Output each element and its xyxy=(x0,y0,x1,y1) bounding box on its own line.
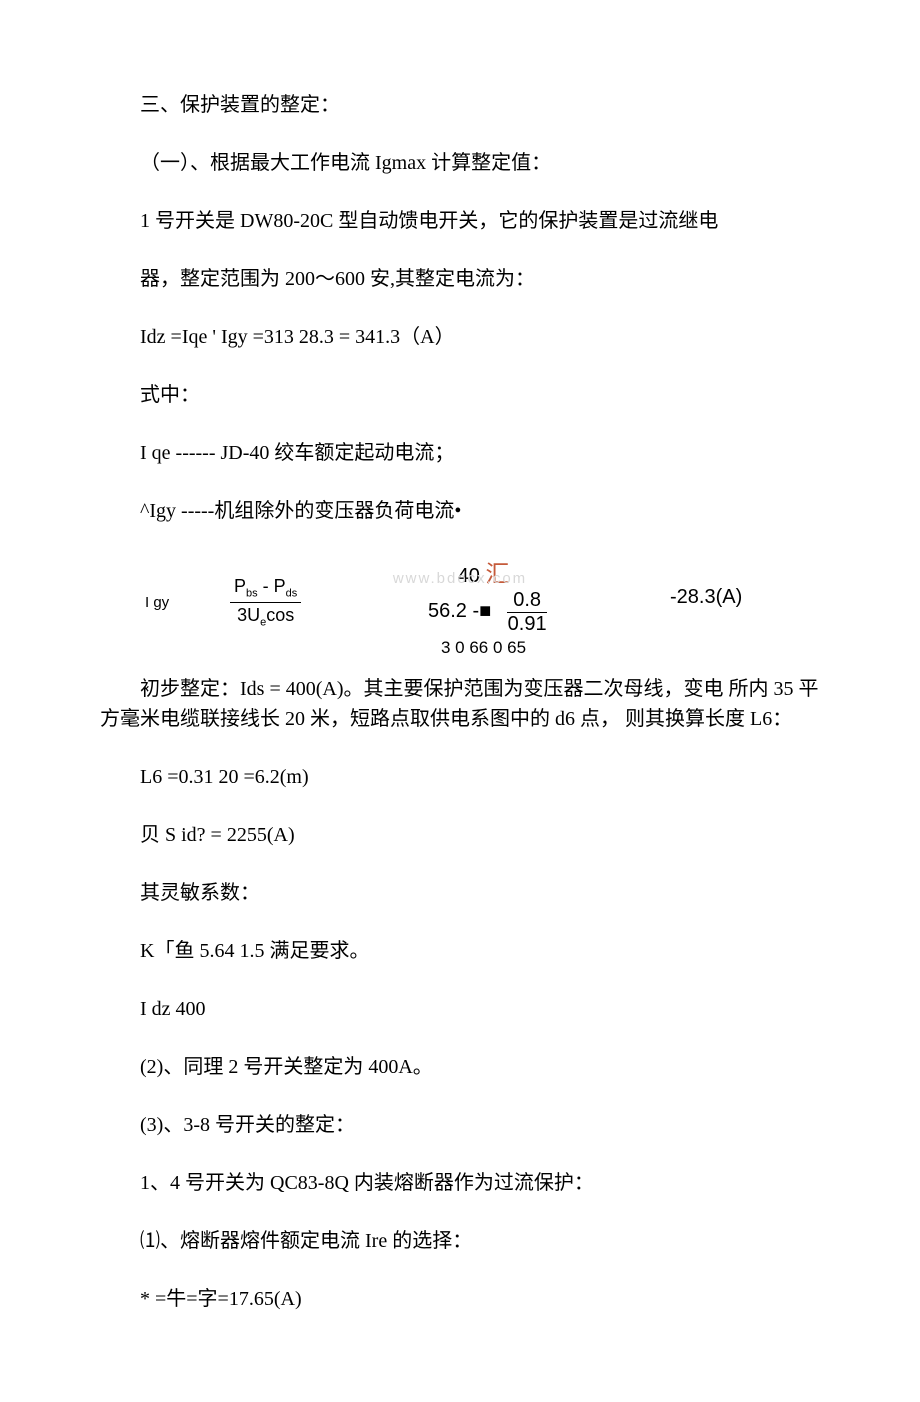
formula-bottom-row: 3 0 66 0 65 xyxy=(420,638,547,658)
label-where: 式中： xyxy=(100,380,820,410)
num-562-pre: 56.2 -■ xyxy=(420,600,499,625)
formula-igy-label: I gy xyxy=(145,594,169,611)
formula-igy: I gy Pbs - Pds 3Uecos 40 汇 56.2 -■ 0.8 0… xyxy=(100,554,820,654)
paragraph-initial-setting: 初步整定：Ids = 400(A)。其主要保护范围为变压器二次母线，变电 所内 … xyxy=(100,674,820,734)
sym-p1: P xyxy=(234,576,246,596)
paragraph-switch1: 1 号开关是 DW80-20C 型自动馈电开关，它的保护装置是过流继电 xyxy=(100,206,820,236)
equation-idz: Idz =Iqe ' Igy =313 28.3 = 341.3（A） xyxy=(100,322,820,352)
equation-ire: * =牛=字=17.65(A) xyxy=(100,1284,820,1314)
paragraph-switch2: (2)、同理 2 号开关整定为 400A。 xyxy=(100,1052,820,1082)
paragraph-initial-setting-text: 初步整定：Ids = 400(A)。其主要保护范围为变压器二次母线，变电 所内 … xyxy=(100,674,820,734)
formula-mid-right: 0.8 0.91 xyxy=(507,589,547,636)
sym-bs: bs xyxy=(246,588,258,600)
equation-sid: 贝 S id? = 2255(A) xyxy=(100,820,820,850)
definition-iqe: I qe ------ JD-40 绞车额定起动电流； xyxy=(100,438,820,468)
paragraph-switch1-line1: 1 号开关是 DW80-20C 型自动馈电开关，它的保护装置是过流继电 xyxy=(100,206,820,236)
sym-3u: 3U xyxy=(237,605,260,625)
formula-fraction-1: Pbs - Pds 3Uecos xyxy=(230,576,301,628)
equation-l6: L6 =0.31 20 =6.2(m) xyxy=(100,762,820,792)
heading-subsection-1: （一）、根据最大工作电流 Igmax 计算整定值： xyxy=(100,148,820,178)
formula-fraction-2: 40 汇 56.2 -■ 0.8 0.91 3 0 66 0 65 xyxy=(420,554,547,658)
paragraph-fuse-selection: ⑴、熔断器熔件额定电流 Ire 的选择： xyxy=(100,1226,820,1256)
num-08: 0.8 xyxy=(507,589,547,613)
sym-cos: cos xyxy=(266,605,294,625)
formula-mid-left: 56.2 -■ xyxy=(420,600,499,625)
heading-section-3: 三、保护装置的整定： xyxy=(100,90,820,120)
paragraph-switch3-8: (3)、3-8 号开关的整定： xyxy=(100,1110,820,1140)
sym-ds: ds xyxy=(286,588,298,600)
label-sensitivity: 其灵敏系数： xyxy=(100,878,820,908)
formula-top-row: 40 汇 xyxy=(420,554,547,589)
paragraph-switch1-line2: 器，整定范围为 200～600 安,其整定电流为： xyxy=(100,264,820,294)
sym-minus: - xyxy=(258,576,274,596)
sym-p2: P xyxy=(274,576,286,596)
definition-igy: ^Igy -----机组除外的变压器负荷电流• xyxy=(100,496,820,526)
num-40: 40 xyxy=(458,565,486,587)
char-hui: 汇 xyxy=(485,562,509,588)
formula-mid-rows: 56.2 -■ 0.8 0.91 xyxy=(420,589,547,636)
formula-frac1-denominator: 3Uecos xyxy=(230,603,301,629)
num-091: 0.91 xyxy=(507,613,547,636)
paragraph-switch1-4: 1、4 号开关为 QC83-8Q 内装熔断器作为过流保护： xyxy=(100,1168,820,1198)
formula-frac1-numerator: Pbs - Pds xyxy=(230,576,301,603)
formula-result: -28.3(A) xyxy=(670,586,742,609)
equation-idz400: I dz 400 xyxy=(100,994,820,1024)
equation-k: K「鱼 5.64 1.5 满足要求。 xyxy=(100,936,820,966)
